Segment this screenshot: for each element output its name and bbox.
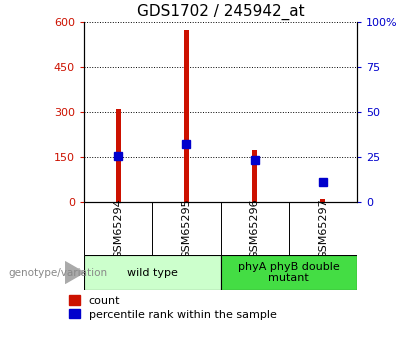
Text: phyA phyB double
mutant: phyA phyB double mutant: [238, 262, 340, 283]
Bar: [84, 255, 220, 290]
Bar: [220, 255, 357, 290]
Text: GSM65294: GSM65294: [113, 198, 123, 259]
Text: wild type: wild type: [127, 268, 178, 277]
Bar: [184, 30, 189, 202]
Bar: [116, 109, 121, 202]
Legend: count, percentile rank within the sample: count, percentile rank within the sample: [68, 295, 276, 319]
Text: genotype/variation: genotype/variation: [8, 268, 108, 277]
Polygon shape: [65, 262, 84, 284]
Title: GDS1702 / 245942_at: GDS1702 / 245942_at: [136, 3, 304, 20]
Text: GSM65295: GSM65295: [181, 198, 192, 259]
Bar: [320, 199, 325, 202]
Bar: [252, 149, 257, 202]
Text: GSM65297: GSM65297: [318, 198, 328, 259]
Text: GSM65296: GSM65296: [249, 198, 260, 259]
